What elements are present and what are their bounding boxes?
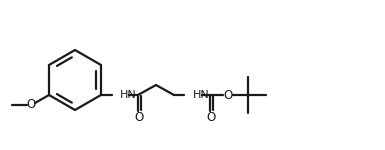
Text: HN: HN xyxy=(193,90,210,100)
Text: O: O xyxy=(27,99,36,111)
Text: O: O xyxy=(206,111,216,123)
Text: O: O xyxy=(223,88,233,102)
Text: HN: HN xyxy=(120,90,137,100)
Text: O: O xyxy=(134,111,144,123)
